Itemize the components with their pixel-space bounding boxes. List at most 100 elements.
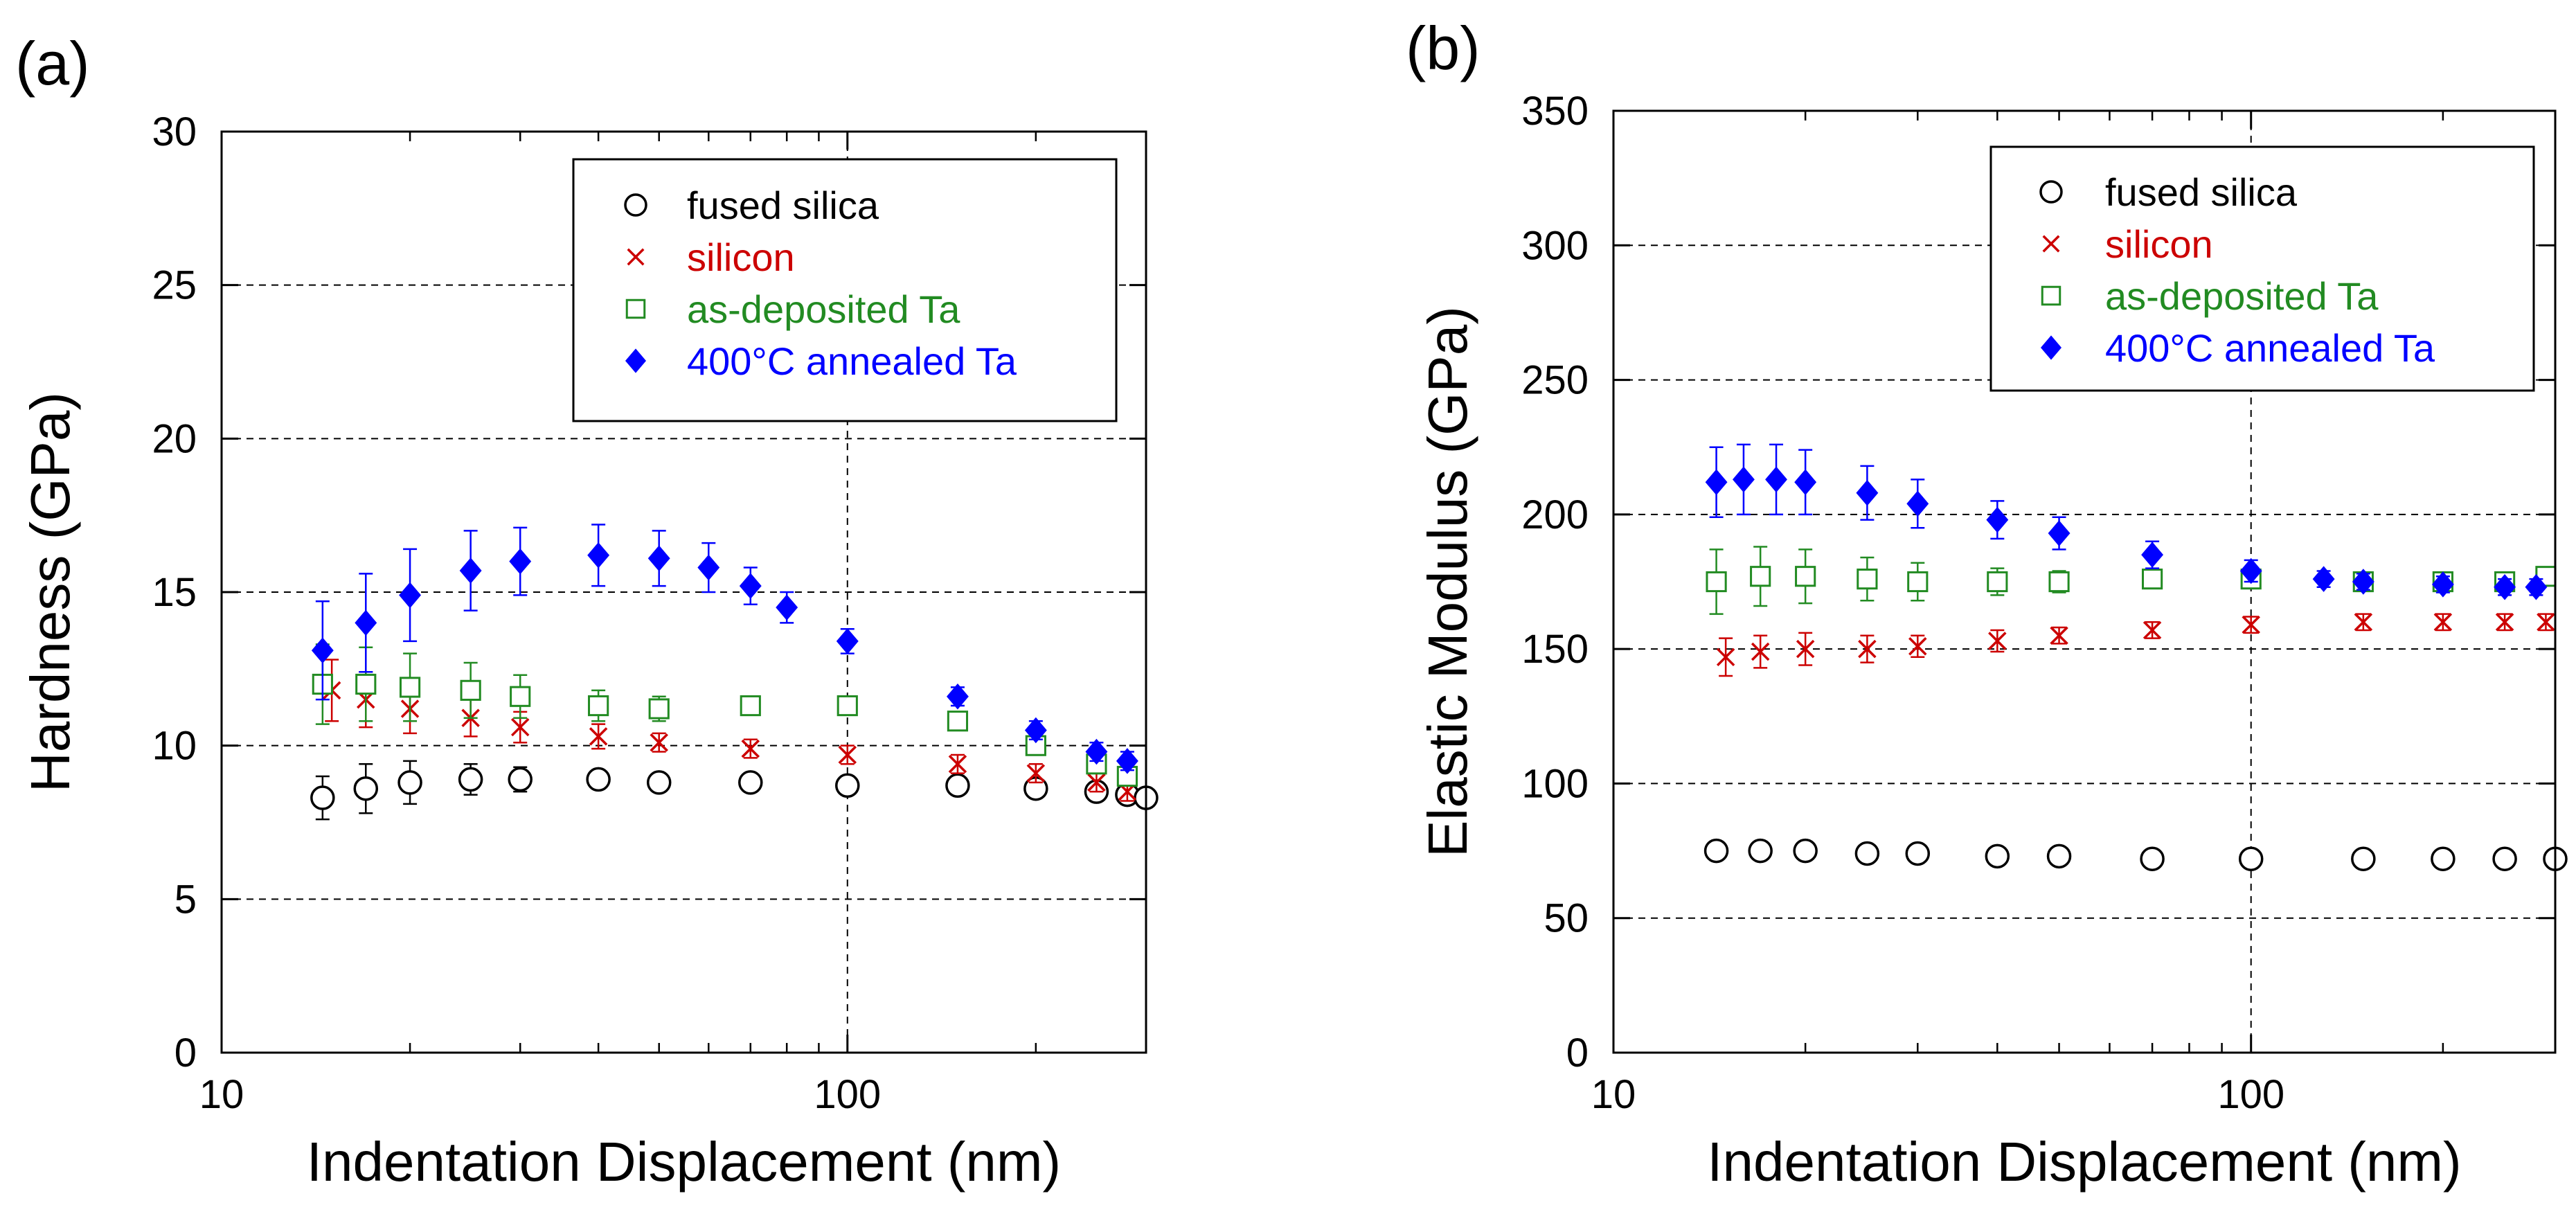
hardness-panel-label: (a)	[15, 29, 90, 98]
modulus-400-c-annealed-ta-point	[1794, 469, 1817, 495]
modulus-legend-label-as-deposited-ta: as-deposited Ta	[2105, 274, 2379, 318]
hardness-as-deposited-ta-point	[947, 711, 969, 732]
hardness-series-400-c-annealed-ta	[311, 524, 1138, 774]
modulus-silicon-point	[2354, 613, 2373, 632]
hardness-fused-silica-point	[835, 773, 860, 798]
hardness-400-c-annealed-ta-point	[587, 542, 610, 569]
hardness-series-silicon	[322, 659, 1137, 802]
modulus-silicon-point	[1716, 648, 1735, 667]
hardness-400-c-annealed-ta-point	[355, 609, 377, 636]
modulus-400-c-annealed-ta-point	[2494, 574, 2516, 600]
modulus-as-deposited-ta-point	[2141, 569, 2163, 590]
modulus-as-deposited-ta-point	[2048, 571, 2070, 593]
modulus-fused-silica-point	[2351, 846, 2376, 871]
modulus-x-axis-label: Indentation Displacement (nm)	[1707, 1131, 2461, 1193]
modulus-400-c-annealed-ta-point	[1732, 466, 1755, 493]
modulus-400-c-annealed-ta-point	[1986, 506, 2009, 533]
modulus-legend-fused-silica: fused silica	[2039, 170, 2298, 214]
hardness-as-deposited-ta-point	[510, 686, 531, 707]
modulus-legend-symbol-as-deposited-ta	[2041, 285, 2061, 306]
hardness-400-c-annealed-ta-point	[459, 557, 482, 584]
modulus-legend-label-silicon: silicon	[2105, 222, 2213, 266]
modulus-400-c-annealed-ta-point	[2312, 566, 2335, 592]
modulus-as-deposited-ta-point	[1750, 566, 1771, 587]
hardness-fused-silica-point	[458, 767, 483, 792]
modulus-series-400-c-annealed-ta	[1705, 443, 2548, 600]
modulus-legend-marker-fused-silica	[2039, 180, 2063, 204]
hardness-y-tick-label: 5	[175, 877, 197, 922]
modulus-legend: fused silica silicon as-deposited Ta 400…	[1989, 145, 2535, 392]
hardness-fused-silica-point	[353, 776, 379, 801]
modulus-silicon-point	[1751, 642, 1770, 661]
modulus-legend-symbol-400-c-annealed-ta	[2040, 335, 2062, 360]
hardness-panel: 0 5 10 15 20 25 30 10 100 (a) Hardness (GPa) Ind…	[15, 29, 1159, 1193]
modulus-silicon-point	[1908, 637, 1927, 656]
hardness-legend-marker-as-deposited-ta	[625, 298, 646, 319]
modulus-legend-annealed-ta: 400°C annealed Ta	[2040, 326, 2435, 370]
modulus-400-c-annealed-ta-point	[2431, 571, 2454, 598]
hardness-legend-annealed-ta: 400°C annealed Ta	[625, 339, 1017, 383]
modulus-silicon-point	[2495, 613, 2514, 632]
hardness-silicon-point	[1026, 764, 1046, 783]
hardness-y-tick-label: 30	[152, 109, 197, 154]
hardness-legend-as-deposited-ta: as-deposited Ta	[625, 287, 960, 331]
hardness-400-c-annealed-ta-point	[946, 683, 969, 710]
modulus-y-tick-label: 350	[1521, 89, 1589, 134]
hardness-y-tick-label: 0	[175, 1030, 197, 1075]
hardness-x-axis-label: Indentation Displacement (nm)	[307, 1131, 1061, 1193]
hardness-fused-silica-point	[945, 773, 970, 798]
modulus-y-tick-label: 300	[1521, 223, 1589, 268]
hardness-legend-label-annealed-ta: 400°C annealed Ta	[687, 339, 1017, 383]
modulus-400-c-annealed-ta-point	[2141, 542, 2164, 568]
modulus-silicon-point	[2242, 615, 2260, 634]
modulus-y-tick-label: 0	[1566, 1030, 1589, 1075]
modulus-fused-silica-point	[2140, 846, 2165, 871]
hardness-legend-label-fused-silica: fused silica	[687, 184, 879, 227]
modulus-silicon-point	[1858, 639, 1877, 659]
hardness-legend-label-as-deposited-ta: as-deposited Ta	[687, 287, 960, 331]
hardness-400-c-annealed-ta-point	[776, 594, 798, 621]
modulus-data	[1703, 443, 2568, 871]
hardness-as-deposited-ta-point	[740, 695, 761, 717]
modulus-legend-label-annealed-ta: 400°C annealed Ta	[2105, 326, 2435, 370]
modulus-400-c-annealed-ta-point	[1856, 480, 1879, 506]
hardness-legend-symbol-silicon	[627, 248, 645, 266]
hardness-y-tick-label: 10	[152, 724, 197, 769]
modulus-fused-silica-point	[1793, 838, 1818, 864]
hardness-legend-fused-silica: fused silica	[624, 184, 879, 227]
modulus-legend-silicon: silicon	[2042, 222, 2213, 266]
modulus-legend-as-deposited-ta: as-deposited Ta	[2041, 274, 2379, 318]
hardness-silicon-point	[838, 745, 857, 765]
hardness-y-axis-label: Hardness (GPa)	[19, 392, 81, 792]
modulus-fused-silica-point	[1748, 838, 1773, 864]
modulus-fused-silica-point	[1905, 841, 1931, 866]
modulus-400-c-annealed-ta-point	[1705, 469, 1728, 495]
modulus-plot-frame	[1612, 109, 2557, 1054]
modulus-silicon-point	[1988, 632, 2007, 650]
modulus-fused-silica-point	[2238, 846, 2264, 871]
hardness-as-deposited-ta-point	[837, 695, 858, 717]
hardness-legend: fused silica silicon as-deposited Ta 400…	[572, 158, 1118, 422]
modulus-400-c-annealed-ta-point	[1765, 466, 1787, 493]
hardness-as-deposited-ta-point	[588, 695, 609, 717]
hardness-400-c-annealed-ta-point	[697, 554, 720, 581]
hardness-fused-silica-point	[310, 785, 335, 810]
modulus-series-silicon	[1716, 613, 2555, 677]
modulus-400-c-annealed-ta-point	[1906, 490, 1929, 517]
modulus-x-tick-label: 10	[1591, 1072, 1636, 1117]
hardness-as-deposited-ta-point	[648, 698, 670, 720]
modulus-legend-marker-silicon	[2042, 235, 2060, 253]
modulus-y-tick-label: 100	[1521, 761, 1589, 806]
hardness-legend-marker-silicon	[627, 248, 645, 266]
modulus-panel-label: (b)	[1406, 14, 1481, 82]
hardness-silicon-point	[1087, 773, 1106, 792]
hardness-x-tick-label: 100	[814, 1072, 881, 1117]
hardness-silicon-point	[510, 717, 530, 737]
modulus-silicon-point	[2050, 626, 2068, 645]
modulus-legend-marker-as-deposited-ta	[2041, 285, 2061, 306]
modulus-400-c-annealed-ta-point	[2525, 574, 2548, 600]
modulus-fused-silica-point	[1985, 843, 2010, 869]
modulus-y-tick-label: 200	[1521, 492, 1589, 537]
modulus-fused-silica-point	[2431, 846, 2456, 871]
